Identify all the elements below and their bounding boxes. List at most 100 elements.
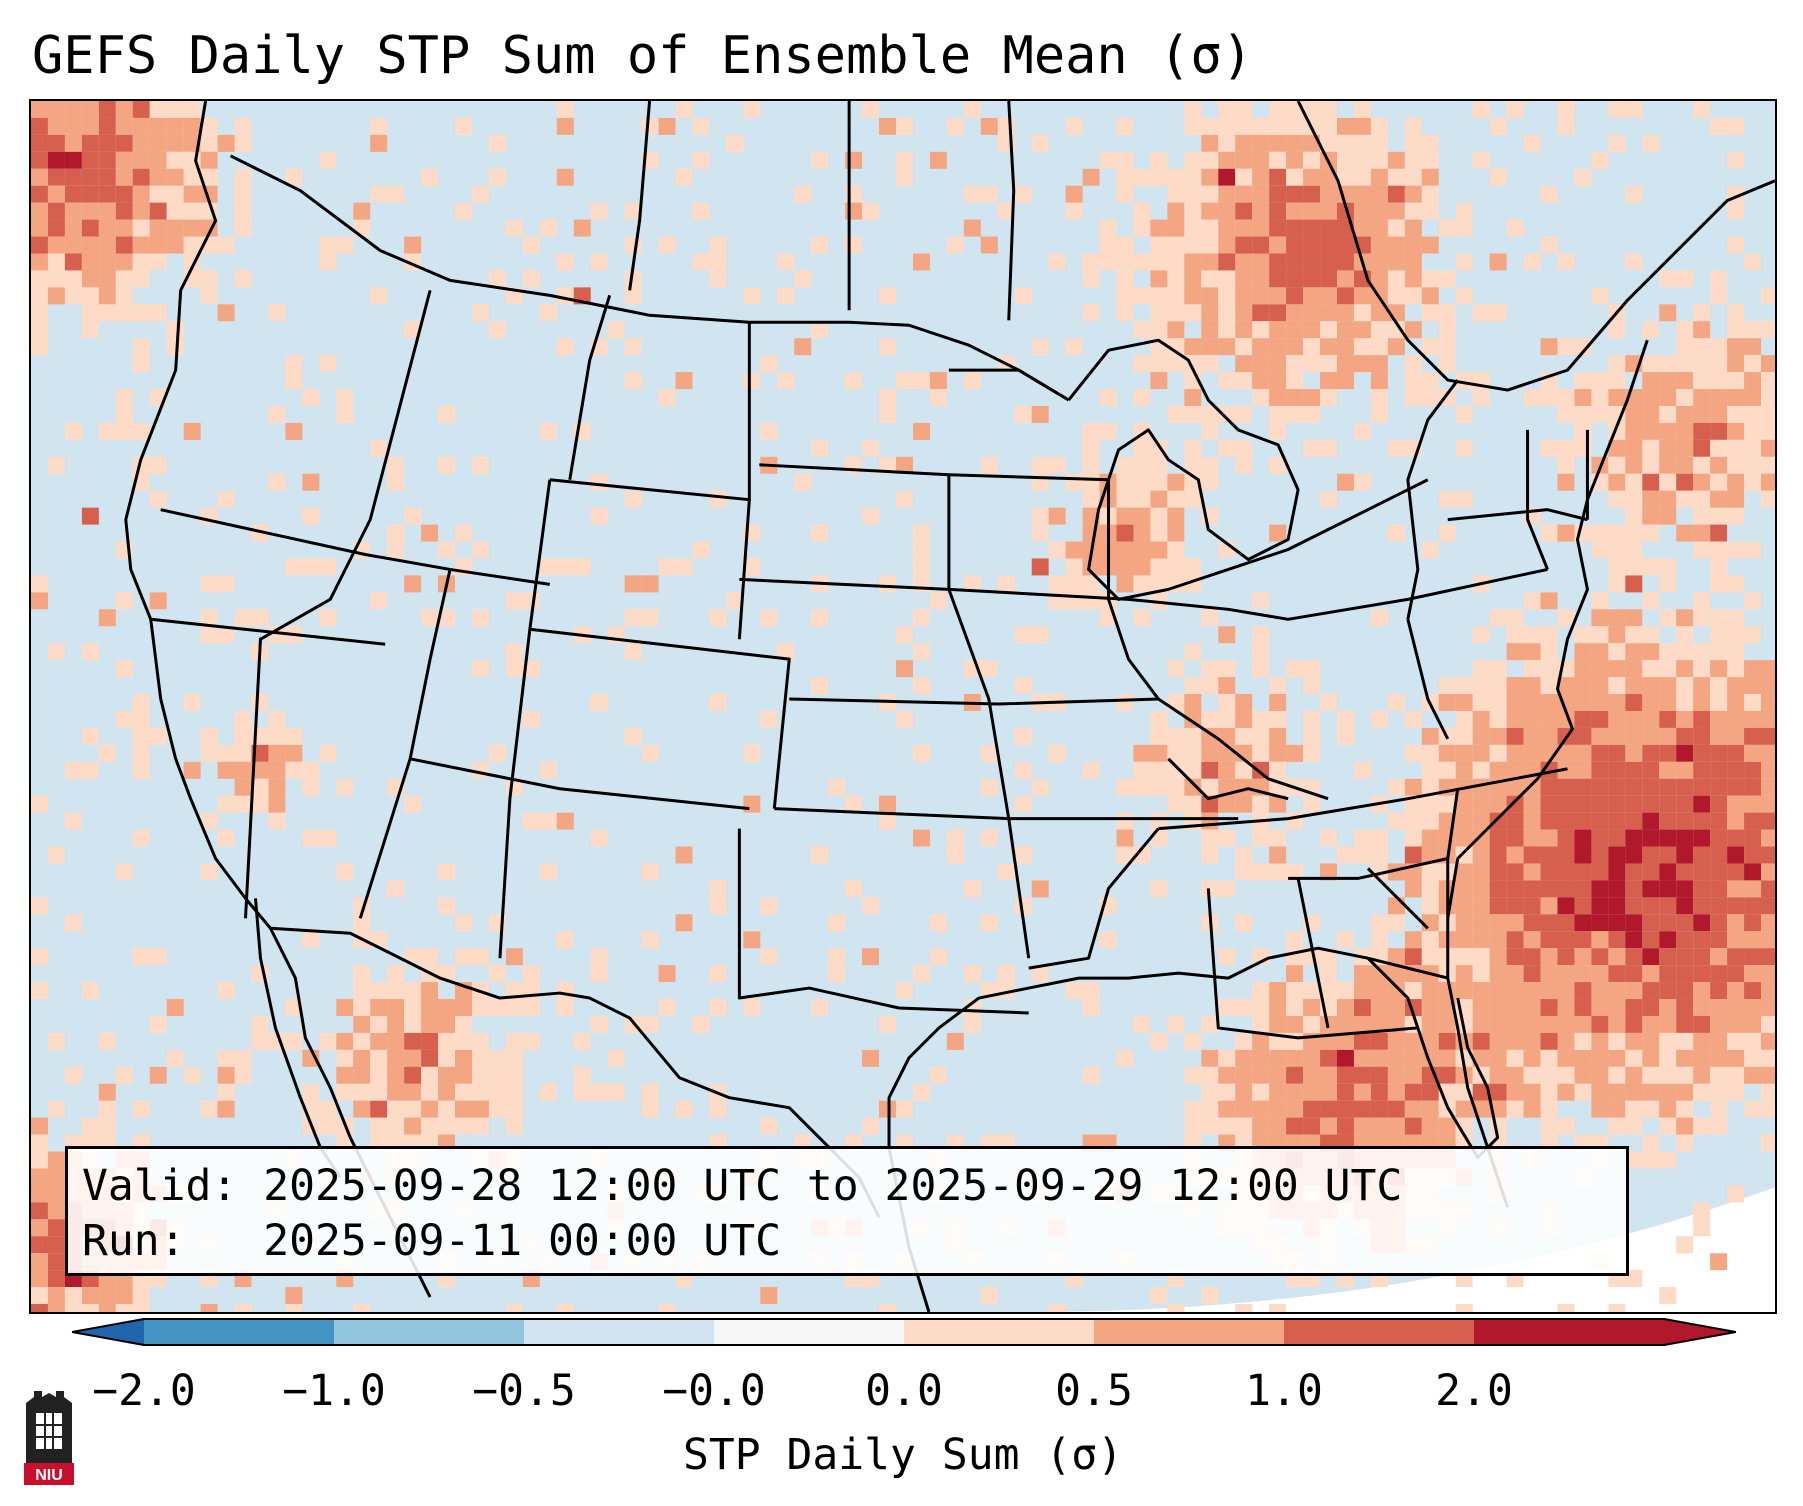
stp-cell xyxy=(1184,456,1202,474)
stp-cell xyxy=(217,1100,235,1118)
stp-cell xyxy=(590,507,608,525)
stp-cell xyxy=(896,982,913,1000)
stp-cell xyxy=(81,287,99,305)
stp-cell xyxy=(1659,270,1677,288)
stp-cell xyxy=(980,1287,998,1305)
stp-cell xyxy=(166,134,184,152)
stp-cell xyxy=(1269,287,1287,305)
stp-cell xyxy=(1337,270,1354,288)
stp-cell xyxy=(1574,710,1592,728)
logo-window-grid xyxy=(36,1413,62,1449)
stp-cell xyxy=(556,117,574,135)
stp-cell xyxy=(1557,456,1575,474)
stp-cell xyxy=(1286,931,1304,949)
stp-cell xyxy=(539,422,557,440)
stp-cell xyxy=(1167,270,1185,288)
stp-cell xyxy=(81,727,99,745)
stp-cell xyxy=(98,236,116,254)
stp-cell xyxy=(1421,778,1439,796)
stp-cell xyxy=(1710,1015,1728,1033)
stp-cell xyxy=(760,422,778,440)
stp-cell xyxy=(149,948,167,966)
stp-cell xyxy=(1574,1066,1592,1084)
stp-cell xyxy=(1693,897,1711,915)
stp-cell xyxy=(929,1066,947,1084)
stp-cell xyxy=(1320,982,1338,1000)
stp-cell xyxy=(1252,829,1270,847)
stp-cell xyxy=(200,863,218,881)
stp-cell xyxy=(1625,982,1643,1000)
stp-cell xyxy=(980,744,998,762)
stp-cell xyxy=(1727,694,1745,711)
stp-cell xyxy=(1523,863,1541,881)
stp-cell xyxy=(1744,761,1762,779)
great-lakes xyxy=(1067,338,1429,601)
stp-cell xyxy=(573,1066,591,1084)
stp-cell xyxy=(1184,744,1202,762)
stp-cell xyxy=(1269,727,1287,745)
stp-cell xyxy=(896,660,913,678)
stp-cell xyxy=(1269,134,1287,152)
stp-cell xyxy=(471,1117,489,1135)
stp-cell xyxy=(1099,931,1117,949)
stp-cell xyxy=(1540,982,1558,1000)
stp-cell xyxy=(1642,948,1660,966)
stp-cell xyxy=(963,575,981,593)
state-line xyxy=(1007,101,1016,321)
stp-cell xyxy=(879,812,897,830)
stp-cell xyxy=(1201,1100,1219,1118)
stp-cell xyxy=(234,1304,252,1312)
stp-cell xyxy=(166,1049,184,1067)
stp-cell xyxy=(1421,727,1439,745)
stp-cell xyxy=(879,287,897,305)
stp-cell xyxy=(1438,677,1456,695)
stp-cell xyxy=(1693,660,1711,678)
stp-cell xyxy=(1761,795,1775,813)
stp-cell xyxy=(1286,1083,1304,1101)
stp-cell xyxy=(1591,778,1609,796)
stp-cell xyxy=(811,151,829,169)
stp-cell xyxy=(1150,710,1168,728)
stp-cell xyxy=(1252,643,1270,661)
colorbar-tick-label: −2.0 xyxy=(92,1366,196,1416)
state-line xyxy=(498,479,552,959)
stp-cell xyxy=(1727,914,1745,932)
stp-cell xyxy=(1438,304,1456,322)
stp-cell xyxy=(1591,626,1609,644)
stp-cell xyxy=(1608,626,1626,644)
stp-cell xyxy=(285,558,303,576)
stp-cell xyxy=(1320,101,1338,118)
stp-cell xyxy=(234,609,252,627)
stp-cell xyxy=(1353,151,1371,169)
stp-cell xyxy=(81,321,99,339)
stp-cell xyxy=(302,389,320,406)
stp-cell xyxy=(1608,1083,1626,1101)
stp-cell xyxy=(251,694,269,711)
stp-cell xyxy=(1744,677,1762,695)
stp-cell xyxy=(1693,541,1711,559)
stp-cell xyxy=(1591,660,1609,678)
stp-cell xyxy=(862,897,880,915)
stp-cell xyxy=(1591,609,1609,627)
stp-cell xyxy=(879,1304,897,1312)
stp-cell xyxy=(624,575,642,593)
stp-cell xyxy=(1676,439,1694,457)
stp-cell xyxy=(115,422,133,440)
stp-cell xyxy=(912,558,930,576)
stp-cell xyxy=(1676,524,1694,542)
stp-cell xyxy=(1761,1049,1775,1067)
stp-cell xyxy=(1557,1049,1575,1067)
stp-cell xyxy=(1184,151,1202,169)
stp-cell xyxy=(404,1049,422,1067)
stp-cell xyxy=(997,202,1015,220)
stp-cell xyxy=(1421,931,1439,949)
stp-cell xyxy=(1116,236,1134,254)
stp-cell xyxy=(1523,846,1541,864)
stp-cell xyxy=(64,1287,82,1305)
stp-cell xyxy=(1557,897,1575,915)
stp-cell xyxy=(1506,897,1524,915)
stp-cell xyxy=(760,1117,778,1135)
stp-cell xyxy=(1269,710,1287,728)
stp-cell xyxy=(488,1083,506,1101)
stp-cell xyxy=(862,948,880,966)
